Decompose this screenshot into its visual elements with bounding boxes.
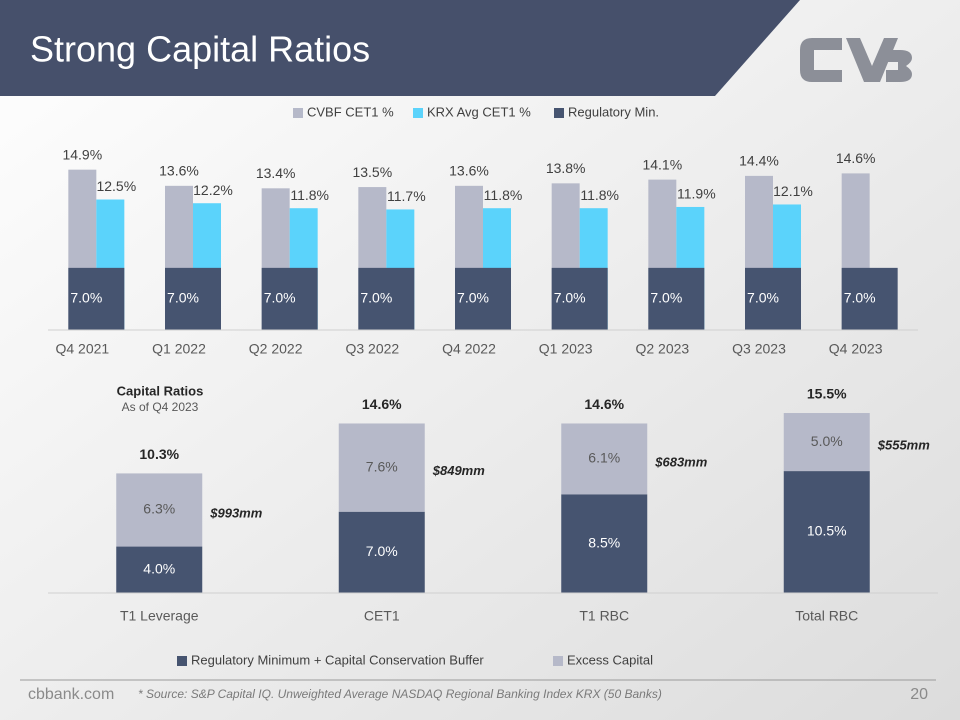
header-banner <box>0 0 800 96</box>
chart-title: Capital Ratios <box>117 383 204 398</box>
bar <box>551 267 608 330</box>
bar-segment <box>338 511 425 593</box>
data-label: 4.0% <box>143 560 175 576</box>
bar <box>648 267 705 330</box>
annotation: $683mm <box>654 454 707 469</box>
data-label: 7.6% <box>366 458 398 474</box>
logo <box>800 38 912 82</box>
footer-source: * Source: S&P Capital IQ. Unweighted Ave… <box>138 687 662 701</box>
data-label: 13.6% <box>159 163 199 179</box>
bar <box>261 267 318 330</box>
bar-segment <box>783 471 870 593</box>
annotation: $555mm <box>877 437 930 452</box>
data-label: 12.5% <box>96 178 136 194</box>
data-label: 11.8% <box>484 187 523 203</box>
data-label: 14.1% <box>642 156 682 172</box>
data-label: 14.9% <box>62 146 102 162</box>
page-number: 20 <box>910 686 928 703</box>
legend-label: Excess Capital <box>567 652 653 667</box>
legend-swatch <box>177 656 187 666</box>
data-label: 11.8% <box>290 187 329 203</box>
legend-label: Regulatory Min. <box>568 104 659 119</box>
footer-site: cbbank.com <box>28 686 114 703</box>
total-label: 10.3% <box>139 446 179 462</box>
bar-segment <box>783 413 870 472</box>
data-label: 14.6% <box>836 150 876 166</box>
data-label: 10.5% <box>807 523 847 539</box>
bar-segment <box>561 494 648 593</box>
legend-swatch <box>553 656 563 666</box>
annotation: $993mm <box>209 505 262 520</box>
legend-swatch <box>554 108 564 118</box>
x-tick-label: Q3 2023 <box>732 341 786 357</box>
slide-title: Strong Capital Ratios <box>30 29 370 70</box>
data-label: 13.6% <box>449 163 489 179</box>
data-label: 7.0% <box>650 290 682 306</box>
x-tick-label: T1 Leverage <box>120 608 199 624</box>
data-label: 7.0% <box>70 290 102 306</box>
data-label: 6.3% <box>143 501 175 517</box>
x-tick-label: Q3 2022 <box>345 341 399 357</box>
x-tick-label: Q2 2022 <box>249 341 303 357</box>
bar <box>68 267 125 330</box>
data-label: 7.0% <box>264 290 296 306</box>
legend-label: Regulatory Minimum + Capital Conservatio… <box>191 652 484 667</box>
data-label: 11.9% <box>677 186 716 202</box>
bar-segment <box>116 546 203 593</box>
x-tick-label: Q4 2022 <box>442 341 496 357</box>
data-label: 13.5% <box>352 164 392 180</box>
legend-label: KRX Avg CET1 % <box>427 104 531 119</box>
data-label: 12.2% <box>193 182 233 198</box>
data-label: 7.0% <box>554 290 586 306</box>
data-label: 13.8% <box>546 160 586 176</box>
x-tick-label: Q4 2023 <box>829 341 883 357</box>
chart-subtitle: As of Q4 2023 <box>122 400 199 414</box>
bar <box>455 267 511 330</box>
x-tick-label: Q1 2022 <box>152 341 206 357</box>
data-label: 8.5% <box>588 534 620 550</box>
data-label: 7.0% <box>366 543 398 559</box>
data-label: 7.0% <box>457 290 489 306</box>
x-tick-label: Q4 2021 <box>55 341 109 357</box>
bar <box>745 267 801 330</box>
x-tick-label: Q1 2023 <box>539 341 593 357</box>
x-tick-label: CET1 <box>364 608 400 624</box>
bar <box>841 267 898 330</box>
data-label: 7.0% <box>167 290 199 306</box>
data-label: 13.4% <box>256 165 296 181</box>
x-tick-label: Q2 2023 <box>635 341 689 357</box>
bar-segment <box>338 423 425 512</box>
total-label: 14.6% <box>584 396 624 412</box>
bar <box>358 267 415 330</box>
bar-segment <box>561 423 648 495</box>
data-label: 12.1% <box>773 183 813 199</box>
x-tick-label: T1 RBC <box>579 608 629 624</box>
x-tick-label: Total RBC <box>795 608 858 624</box>
legend-label: CVBF CET1 % <box>307 104 394 119</box>
data-label: 7.0% <box>360 290 392 306</box>
data-label: 7.0% <box>844 290 876 306</box>
data-label: 14.4% <box>739 153 779 169</box>
legend-swatch <box>293 108 303 118</box>
total-label: 15.5% <box>807 386 847 402</box>
data-label: 11.8% <box>580 187 619 203</box>
total-label: 14.6% <box>362 396 402 412</box>
bar-segment <box>116 473 203 547</box>
annotation: $849mm <box>432 463 485 478</box>
data-label: 6.1% <box>588 450 620 466</box>
bar <box>165 267 221 330</box>
data-label: 5.0% <box>811 433 843 449</box>
data-label: 11.7% <box>387 188 426 204</box>
legend-swatch <box>413 108 423 118</box>
data-label: 7.0% <box>747 290 779 306</box>
